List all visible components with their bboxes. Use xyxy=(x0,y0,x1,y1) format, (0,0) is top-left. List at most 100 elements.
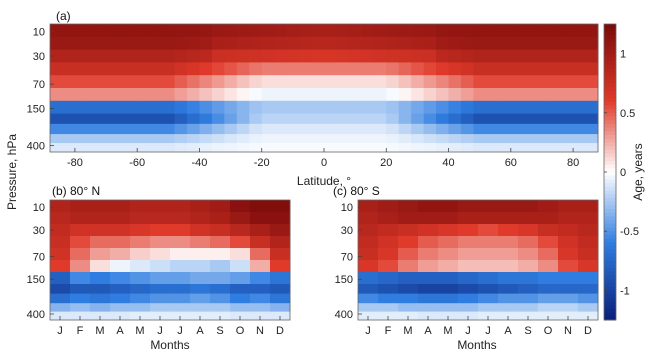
heatmap-cell xyxy=(448,143,462,153)
x-tick-label: S xyxy=(216,325,223,337)
panel-c-label: (c) 80° S xyxy=(333,184,380,198)
heatmap-cell xyxy=(336,62,350,76)
heatmap-cell xyxy=(50,260,71,273)
colorbar-swatch xyxy=(604,83,616,88)
heatmap-cell xyxy=(373,49,387,63)
heatmap-cell xyxy=(99,134,113,144)
heatmap-cell xyxy=(523,134,537,144)
y-tick-label: 150 xyxy=(27,274,45,286)
x-tick-label: J xyxy=(465,325,471,337)
heatmap-cell xyxy=(299,100,313,115)
heatmap-cell xyxy=(438,200,459,213)
heatmap-cell xyxy=(523,62,537,76)
panel-b-label: (b) 80° N xyxy=(52,184,100,198)
heatmap-cell xyxy=(70,303,91,313)
heatmap-cell xyxy=(510,134,524,144)
heatmap-cell xyxy=(311,134,325,144)
heatmap-cell xyxy=(535,100,549,115)
x-tick-label: J xyxy=(365,325,371,337)
heatmap-cell xyxy=(578,236,599,249)
colorbar-swatch xyxy=(604,116,616,121)
heatmap-cell xyxy=(99,123,113,135)
heatmap-cell xyxy=(250,200,271,213)
heatmap-cell xyxy=(236,36,250,51)
heatmap-cell xyxy=(418,272,439,285)
panel-a-heatmap: 10 30 70 150 400 -80 -60 -40 -20 0 20 40 60 80 xyxy=(27,23,599,169)
heatmap-cell xyxy=(438,260,459,273)
colorbar-swatch xyxy=(604,183,616,188)
heatmap-cell xyxy=(230,212,251,225)
heatmap-cell xyxy=(162,62,176,76)
colorbar-swatch xyxy=(604,268,616,273)
heatmap-cell xyxy=(130,236,151,249)
heatmap-cell xyxy=(398,236,419,249)
heatmap-cell xyxy=(461,88,474,102)
heatmap-cell xyxy=(398,200,419,213)
heatmap-cell xyxy=(461,36,474,51)
colorbar: 1 0.5 0 -0.5 -1 xyxy=(603,23,639,321)
heatmap-cell xyxy=(473,75,487,89)
colorbar-swatch xyxy=(604,138,616,143)
heatmap-cell xyxy=(149,123,163,135)
heatmap-cell xyxy=(386,49,400,63)
heatmap-cell xyxy=(436,113,450,125)
heatmap-cell xyxy=(336,134,350,144)
heatmap-cell xyxy=(535,143,549,153)
heatmap-cell xyxy=(358,293,379,304)
colorbar-swatch xyxy=(604,220,616,225)
heatmap-cell xyxy=(361,123,375,135)
heatmap-cell xyxy=(558,293,579,304)
heatmap-cell xyxy=(423,134,437,144)
heatmap-cell xyxy=(535,75,549,89)
heatmap-cell xyxy=(348,100,362,115)
heatmap-cell xyxy=(458,236,479,249)
heatmap-cell xyxy=(585,88,599,102)
heatmap-cell xyxy=(274,88,288,102)
heatmap-cell xyxy=(386,100,400,115)
heatmap-cell xyxy=(199,134,213,144)
heatmap-cell xyxy=(398,143,412,153)
heatmap-cell xyxy=(170,200,191,213)
heatmap-cell xyxy=(162,123,176,135)
heatmap-cell xyxy=(261,49,275,63)
heatmap-cell xyxy=(170,224,191,237)
heatmap-cell xyxy=(190,212,211,225)
heatmap-cell xyxy=(523,75,537,89)
colorbar-swatch xyxy=(604,209,616,214)
heatmap-cell xyxy=(286,36,300,51)
heatmap-cell xyxy=(558,212,579,225)
heatmap-cell xyxy=(398,248,419,261)
heatmap-cell xyxy=(299,123,313,135)
colorbar-swatch xyxy=(604,149,616,154)
heatmap-cell xyxy=(224,88,238,102)
heatmap-cell xyxy=(498,100,512,115)
heatmap-cell xyxy=(423,49,437,63)
heatmap-cell xyxy=(386,75,400,89)
heatmap-cell xyxy=(578,200,599,213)
heatmap-cell xyxy=(99,113,113,125)
x-tick-label: 20 xyxy=(380,157,392,169)
heatmap-cell xyxy=(461,123,474,135)
heatmap-cell xyxy=(478,293,499,304)
heatmap-cell xyxy=(485,36,499,51)
heatmap-cell xyxy=(348,143,362,153)
colorbar-swatch xyxy=(604,297,616,302)
heatmap-cell xyxy=(361,24,375,38)
heatmap-cell xyxy=(518,200,539,213)
heatmap-cell xyxy=(211,24,225,38)
heatmap-cell xyxy=(311,88,325,102)
heatmap-cell xyxy=(423,62,437,76)
colorbar-swatch xyxy=(604,249,616,254)
heatmap-cell xyxy=(162,143,176,153)
heatmap-cell xyxy=(573,113,587,125)
heatmap-cell xyxy=(130,260,151,273)
heatmap-cell xyxy=(174,24,188,38)
heatmap-cell xyxy=(230,248,251,261)
heatmap-cell xyxy=(137,24,151,38)
heatmap-cell xyxy=(485,123,499,135)
heatmap-cell xyxy=(274,36,288,51)
heatmap-cell xyxy=(573,62,587,76)
heatmap-cell xyxy=(270,284,291,295)
heatmap-cell xyxy=(448,88,462,102)
heatmap-cell xyxy=(578,303,599,313)
